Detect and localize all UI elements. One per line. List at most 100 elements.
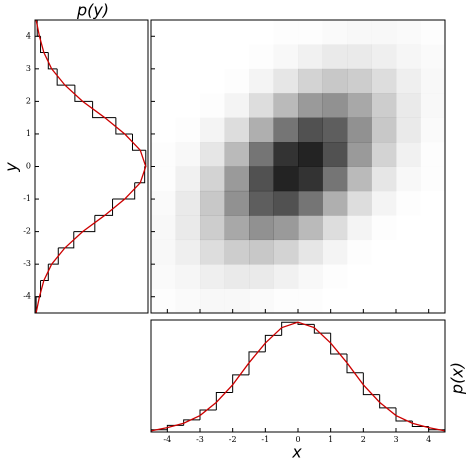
heat-cell	[249, 93, 274, 118]
heat-cell	[396, 167, 421, 192]
heat-cell	[175, 239, 201, 265]
heat-cell	[224, 93, 250, 118]
x-tick-label: 1	[328, 435, 333, 444]
heat-cell	[371, 142, 397, 167]
heat-cell	[249, 142, 274, 167]
panel-frame	[150, 319, 446, 433]
hist-step	[264, 334, 282, 352]
heat-cell	[200, 44, 225, 69]
heat-cell	[421, 44, 446, 69]
y-tick-label: 3	[26, 64, 31, 73]
heat-cell	[175, 190, 201, 216]
heat-cell	[323, 289, 348, 314]
hist-step	[134, 166, 146, 184]
heat-cell	[371, 190, 397, 216]
heat-cell	[298, 44, 323, 70]
heat-cell	[200, 117, 225, 143]
heat-cell	[224, 239, 250, 265]
heat-cell	[273, 264, 299, 289]
heat-cell	[249, 289, 274, 314]
heat-cell	[249, 20, 274, 45]
heat-cell	[322, 93, 348, 118]
heat-cell	[347, 93, 372, 118]
heat-cell	[176, 289, 201, 314]
hist-step	[74, 85, 93, 102]
hist-step	[131, 133, 146, 151]
hist-step	[115, 117, 133, 135]
heat-cell	[176, 118, 201, 143]
heat-cell	[273, 190, 299, 216]
x-axis-label: x	[291, 443, 302, 462]
hist-step	[73, 215, 96, 233]
heat-cell	[298, 20, 323, 45]
hist-step	[47, 52, 58, 70]
heat-cell	[151, 118, 176, 143]
heat-cell	[224, 215, 250, 241]
heat-cell	[273, 68, 299, 94]
heat-cell	[322, 190, 348, 216]
x-tick-label: -3	[196, 435, 204, 444]
heat-cell	[322, 166, 348, 192]
hist-step	[58, 231, 75, 249]
heat-cell	[200, 20, 225, 45]
heat-cell	[249, 190, 274, 216]
heat-cell	[249, 239, 274, 265]
density-curve	[35, 19, 147, 314]
heat-cell	[347, 264, 372, 289]
heat-cell	[176, 142, 201, 167]
hist-step	[346, 354, 364, 374]
heat-cell	[224, 190, 250, 216]
heat-cell	[347, 117, 372, 143]
heat-cell	[421, 240, 446, 265]
heat-cell	[421, 289, 446, 314]
px-label: p(x)	[448, 362, 467, 395]
heat-cell	[200, 289, 225, 314]
py-title: p(y)	[76, 1, 109, 20]
heat-cell	[322, 239, 348, 265]
y-tick-label: 2	[26, 96, 31, 105]
heat-cell	[225, 289, 250, 314]
y-tick-label: -2	[23, 227, 31, 236]
heat-cell	[200, 264, 225, 289]
heat-cell	[347, 68, 372, 94]
hist-step	[215, 391, 233, 411]
heat-cell	[224, 264, 250, 289]
heat-cell	[176, 69, 201, 94]
heat-cell	[396, 264, 421, 289]
heat-cell	[371, 93, 397, 118]
heat-cell	[421, 20, 446, 45]
heat-cell	[151, 191, 176, 216]
hist-step	[297, 322, 315, 325]
heat-cell	[371, 117, 397, 143]
heat-cell	[371, 166, 397, 192]
heat-cell	[396, 117, 421, 143]
heat-cell	[200, 93, 225, 118]
heat-cell	[249, 117, 274, 143]
heat-cell	[298, 289, 323, 314]
heat-cell	[347, 190, 372, 216]
heat-cell	[421, 93, 446, 118]
heat-cell	[396, 93, 421, 118]
heat-cell	[396, 215, 421, 240]
x-tick-label: 0	[295, 435, 300, 444]
heat-cell	[249, 215, 274, 241]
heat-cell	[347, 166, 372, 192]
heat-cell	[151, 44, 176, 69]
hist-step	[199, 409, 217, 420]
heat-cell	[322, 44, 348, 70]
heat-cell	[372, 264, 397, 289]
heat-cell	[175, 166, 201, 192]
heat-cell	[151, 289, 176, 314]
heat-cell	[372, 240, 397, 265]
heat-cell	[176, 93, 201, 118]
heat-cell	[396, 142, 421, 167]
heat-cell	[249, 264, 274, 289]
hist-step	[40, 264, 49, 281]
heat-cell	[322, 142, 348, 167]
heat-cell	[396, 44, 421, 69]
heat-cell	[298, 190, 323, 216]
heat-cell	[372, 215, 397, 240]
x-tick-label: 3	[393, 435, 398, 444]
heat-cell	[322, 68, 348, 94]
